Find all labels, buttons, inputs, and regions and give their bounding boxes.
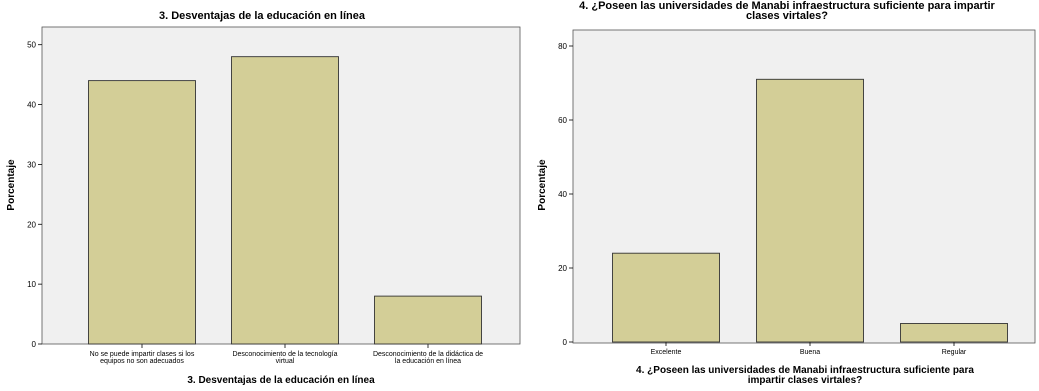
y-tick-label: 20 — [558, 264, 567, 273]
chart1-title: 3. Desventajas de la educación en línea — [159, 10, 366, 22]
chart2-ylabel: Porcentaje — [537, 159, 548, 211]
y-tick-label: 20 — [27, 220, 36, 229]
y-tick-label: 80 — [558, 42, 567, 51]
chart1-xlabel: 3. Desventajas de la educación en línea — [187, 375, 375, 386]
y-tick-label: 50 — [27, 41, 36, 50]
y-tick-label: 0 — [32, 340, 37, 349]
x-tick-label: Buena — [800, 349, 820, 356]
chart-desventajas: 3. Desventajas de la educación en línea … — [6, 10, 521, 386]
y-tick-label: 60 — [558, 116, 567, 125]
bar — [756, 78, 864, 343]
chart1-ylabel: Porcentaje — [6, 159, 17, 211]
chart2-xlabel: 4. ¿Poseen las universidades de Manabi i… — [636, 365, 974, 386]
x-tick-label: No se puede impartir clases si los equipo… — [90, 351, 195, 365]
chart-infraestructura: 4. ¿Poseen las universidades de Manabi i… — [537, 0, 1036, 386]
x-tick-label: Regular — [942, 349, 967, 356]
bar — [612, 252, 720, 343]
bar — [374, 295, 482, 345]
bar — [231, 56, 339, 345]
bar — [88, 80, 196, 345]
y-tick-label: 10 — [27, 280, 36, 289]
bar — [900, 323, 1008, 343]
x-tick-label: Excelente — [651, 349, 682, 356]
x-tick-label: Desconocimiento de la tecnología virtual — [232, 351, 337, 365]
y-tick-label: 30 — [27, 160, 36, 169]
y-tick-label: 40 — [27, 101, 36, 110]
chart2-title: 4. ¿Poseen las universidades de Manabi i… — [579, 0, 995, 22]
y-tick-label: 40 — [558, 190, 567, 199]
x-tick-label: Desconocimiento de la didáctica de la edu… — [373, 351, 483, 365]
y-tick-label: 0 — [563, 338, 568, 347]
